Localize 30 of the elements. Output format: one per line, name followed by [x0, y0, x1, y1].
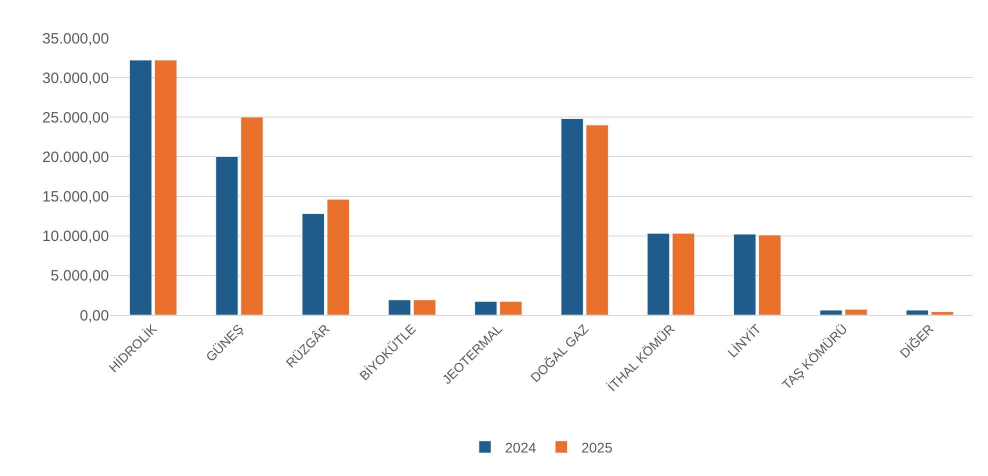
bar — [820, 310, 842, 315]
bar — [388, 300, 411, 315]
bar — [327, 199, 350, 315]
y-tick-label: 5.000,00 — [50, 268, 109, 285]
bar — [844, 309, 868, 315]
bar — [758, 234, 782, 315]
bar — [216, 156, 238, 315]
y-tick-label: 25.000,00 — [42, 109, 109, 126]
bar — [931, 312, 954, 315]
legend-label: 2024 — [505, 439, 536, 456]
y-tick-label: 35.000,00 — [42, 30, 109, 48]
y-tick-label: 15.000,00 — [42, 188, 109, 206]
bar — [906, 310, 929, 315]
bar — [129, 60, 152, 315]
bar — [302, 213, 324, 315]
bar — [672, 233, 695, 315]
y-tick-label: 10.000,00 — [42, 228, 109, 246]
legend-label: 2025 — [581, 439, 613, 456]
bar — [413, 300, 436, 315]
bar — [154, 60, 177, 315]
y-tick-label: 0,00 — [80, 307, 109, 324]
bar — [474, 301, 498, 315]
y-tick-label: 30.000,00 — [42, 70, 109, 87]
bar — [586, 124, 608, 315]
bar — [240, 116, 264, 315]
bar — [733, 234, 756, 315]
bar — [647, 233, 670, 315]
bar — [500, 301, 522, 315]
bar — [560, 118, 584, 315]
y-tick-label: 20.000,00 — [42, 148, 109, 166]
